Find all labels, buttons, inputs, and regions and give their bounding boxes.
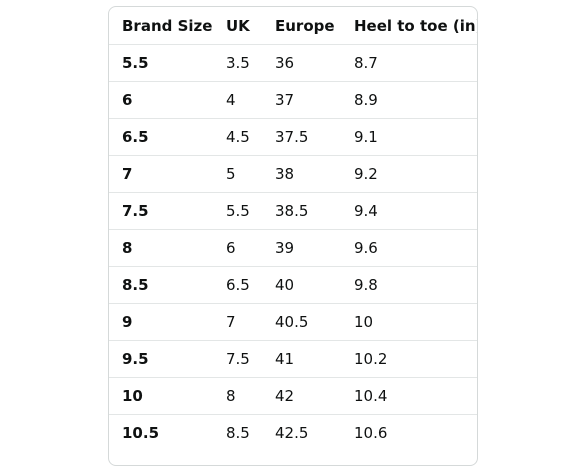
europe-cell: 40.5: [262, 303, 341, 341]
uk-cell: 3.5: [213, 44, 262, 82]
table-row: 6.5 4.5 37.5 9.1: [109, 118, 477, 156]
brand-size-cell: 8: [109, 229, 213, 267]
europe-cell: 41: [262, 340, 341, 378]
heel-to-toe-cell: 9.1: [341, 118, 477, 156]
heel-to-toe-cell: 9.4: [341, 192, 477, 230]
brand-size-cell: 9.5: [109, 340, 213, 378]
uk-cell: 7.5: [213, 340, 262, 378]
table-row: 8.5 6.5 40 9.8: [109, 266, 477, 304]
brand-size-cell: 7.5: [109, 192, 213, 230]
heel-to-toe-cell: 8.9: [341, 81, 477, 119]
uk-cell: 6.5: [213, 266, 262, 304]
heel-to-toe-cell: 9.6: [341, 229, 477, 267]
table-row: 5.5 3.5 36 8.7: [109, 44, 477, 82]
europe-cell: 39: [262, 229, 341, 267]
header-europe: Europe: [275, 16, 335, 35]
europe-cell: 38.5: [262, 192, 341, 230]
table-row: 9.5 7.5 41 10.2: [109, 340, 477, 378]
uk-cell: 8.5: [213, 414, 262, 451]
size-chart-table: Brand Size UK Europe Heel to toe (in) 5.…: [109, 7, 478, 451]
europe-cell: 37.5: [262, 118, 341, 156]
europe-cell: 38: [262, 155, 341, 193]
uk-cell: 8: [213, 377, 262, 415]
brand-size-cell: 6: [109, 81, 213, 119]
table-header-row: Brand Size UK Europe Heel to toe (in): [109, 7, 478, 45]
brand-size-cell: 6.5: [109, 118, 213, 156]
heel-to-toe-cell: 8.7: [341, 44, 477, 82]
brand-size-cell: 8.5: [109, 266, 213, 304]
table-row: 6 4 37 8.9: [109, 81, 477, 119]
brand-size-cell: 7: [109, 155, 213, 193]
brand-size-cell: 5.5: [109, 44, 213, 82]
table-row: 10 8 42 10.4: [109, 377, 477, 415]
europe-cell: 42.5: [262, 414, 341, 451]
brand-size-cell: 9: [109, 303, 213, 341]
table-row: 7 5 38 9.2: [109, 155, 477, 193]
table-row: 10.5 8.5 42.5 10.6: [109, 414, 477, 451]
europe-cell: 37: [262, 81, 341, 119]
size-chart-card: Brand Size UK Europe Heel to toe (in) 5.…: [108, 6, 478, 466]
heel-to-toe-cell: 10.4: [341, 377, 477, 415]
table-row: 7.5 5.5 38.5 9.4: [109, 192, 477, 230]
heel-to-toe-cell: 10.2: [341, 340, 477, 378]
uk-cell: 4.5: [213, 118, 262, 156]
uk-cell: 7: [213, 303, 262, 341]
heel-to-toe-cell: 10.6: [341, 414, 477, 451]
heel-to-toe-cell: 9.2: [341, 155, 477, 193]
europe-cell: 36: [262, 44, 341, 82]
uk-cell: 4: [213, 81, 262, 119]
europe-cell: 40: [262, 266, 341, 304]
uk-cell: 5.5: [213, 192, 262, 230]
uk-cell: 6: [213, 229, 262, 267]
brand-size-cell: 10: [109, 377, 213, 415]
header-uk: UK: [226, 16, 250, 35]
heel-to-toe-cell: 10: [341, 303, 477, 341]
brand-size-cell: 10.5: [109, 414, 213, 451]
table-row: 9 7 40.5 10: [109, 303, 477, 341]
uk-cell: 5: [213, 155, 262, 193]
header-heel-to-toe: Heel to toe (in): [354, 16, 478, 35]
europe-cell: 42: [262, 377, 341, 415]
heel-to-toe-cell: 9.8: [341, 266, 477, 304]
header-brand-size: Brand Size: [122, 16, 213, 35]
table-row: 8 6 39 9.6: [109, 229, 477, 267]
